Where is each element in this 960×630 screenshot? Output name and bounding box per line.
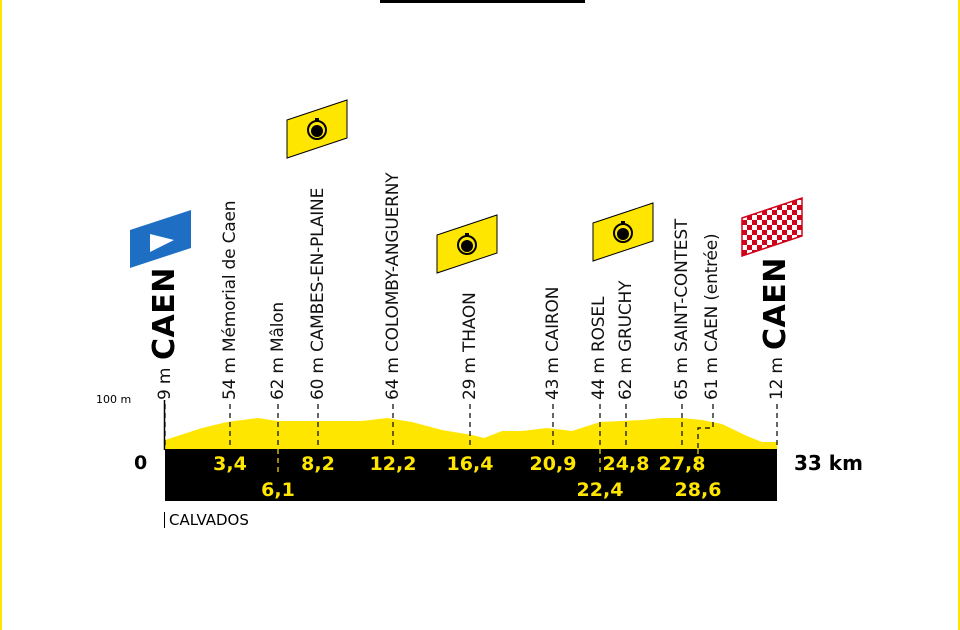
waypoint-label: 29 m THAON: [460, 292, 480, 400]
waypoint-label: 61 m CAEN (entrée): [702, 233, 722, 400]
waypoint-label: 54 m Mémorial de Caen: [220, 200, 240, 400]
km-marker: 12,2: [369, 453, 417, 475]
km-marker: 27,8: [658, 453, 706, 475]
start-altitude: 9 m: [155, 367, 175, 400]
distance-band: [165, 449, 777, 501]
km-marker: 24,8: [602, 453, 650, 475]
stopwatch-icon: [436, 214, 498, 274]
department-name: CALVADOS: [169, 511, 249, 529]
km-marker: 16,4: [446, 453, 494, 475]
km-marker: 22,4: [576, 479, 624, 501]
start-city: CAEN: [147, 267, 182, 360]
total-distance-label: 33 km: [794, 451, 863, 475]
marker-line-caen-entree: [697, 404, 714, 475]
waypoint-label: 64 m COLOMBY-ANGUERNY: [383, 172, 403, 400]
waypoint-label: 60 m CAMBES-EN-PLAINE: [308, 187, 328, 400]
waypoint-label: 65 m SAINT-CONTEST: [672, 218, 692, 400]
scale-label-100m: 100 m: [96, 393, 132, 406]
waypoint-label: 62 m Mâlon: [268, 302, 288, 400]
start-flag-icon: [130, 210, 191, 268]
zero-label: 0: [134, 452, 148, 474]
km-marker: 3,4: [213, 453, 247, 475]
header-bar: [380, 0, 585, 3]
waypoint-label: 43 m CAIRON: [543, 286, 563, 400]
km-marker: 8,2: [301, 453, 335, 475]
km-marker: 6,1: [261, 479, 295, 501]
elevation-area: [165, 418, 777, 449]
km-marker: 20,9: [529, 453, 577, 475]
finish-flag-icon: [741, 196, 803, 258]
stopwatch-icon: [592, 202, 654, 262]
km-marker: 28,6: [674, 479, 722, 501]
waypoint-label: 62 m GRUCHY: [616, 280, 636, 400]
finish-city: CAEN: [758, 257, 793, 350]
finish-altitude: 12 m: [767, 357, 787, 400]
department-label: CALVADOS: [164, 511, 249, 529]
stopwatch-icon: [286, 99, 348, 159]
waypoint-label: 44 m ROSEL: [589, 296, 609, 400]
